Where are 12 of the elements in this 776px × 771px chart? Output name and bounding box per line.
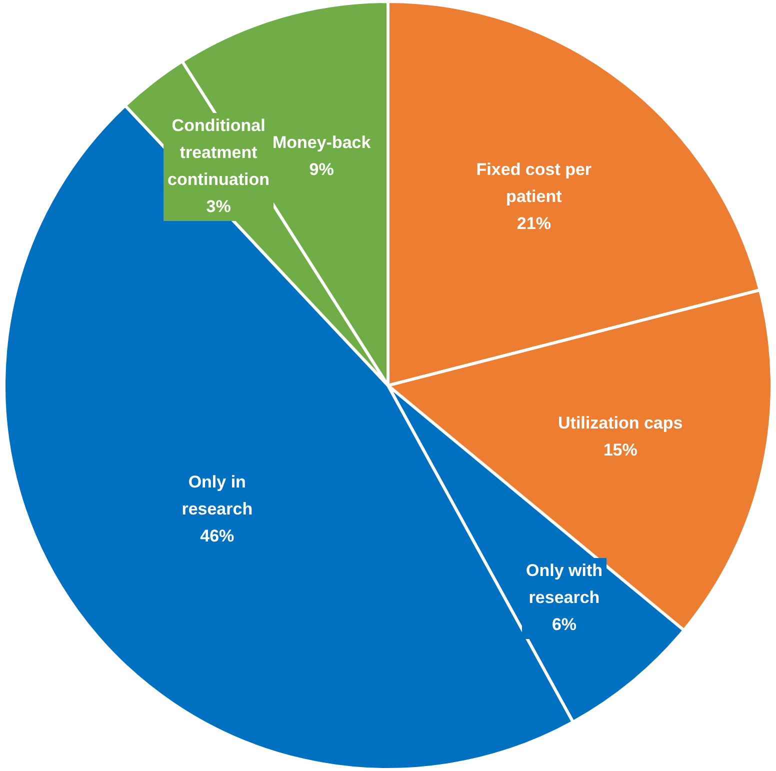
data-label: 15% [603, 440, 638, 460]
slice-label: Utilization caps [558, 414, 683, 433]
slice-label: Only in research [182, 472, 253, 518]
slice-label: Fixed cost per patient [476, 160, 592, 206]
slice-label: Money-back [272, 133, 372, 152]
slice-label: Conditional treatment continuation [168, 116, 270, 190]
slice-label: Only with research [526, 561, 602, 608]
data-label: 3% [206, 197, 231, 216]
data-label: 21% [516, 214, 551, 234]
data-label: 6% [552, 615, 577, 634]
data-label: 9% [309, 160, 334, 180]
data-label: 46% [200, 526, 234, 546]
